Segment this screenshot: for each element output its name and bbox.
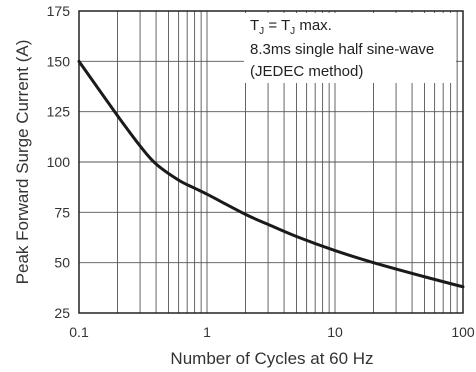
y-tick-label: 25 [54,305,70,321]
tick-labels: 25 50 75 100 125 150 175 0.1 1 10 100 [47,3,475,340]
y-tick-label: 175 [47,3,71,19]
x-tick-label: 100 [451,324,475,340]
x-tick-label: 0.1 [69,324,89,340]
y-tick-label: 125 [47,104,71,120]
annotation-box [244,13,456,83]
plot-frame [78,10,464,314]
y-tick-label: 75 [54,204,70,220]
y-tick-label: 50 [54,255,70,271]
y-tick-label: 100 [47,154,71,170]
x-tick-label: 10 [327,324,343,340]
y-tick-label: 150 [47,53,71,69]
surge-curve-line [77,59,465,289]
annotation-line-3: (JEDEC method) [250,63,363,80]
annotation-line-2: 8.3ms single half sine-wave [250,41,434,58]
annotation-line-1: TJ = TJ max. [250,17,332,37]
x-tick-label: 1 [203,324,211,340]
y-axis-label: Peak Forward Surge Current (A) [13,40,32,285]
x-axis-label: Number of Cycles at 60 Hz [170,349,373,368]
